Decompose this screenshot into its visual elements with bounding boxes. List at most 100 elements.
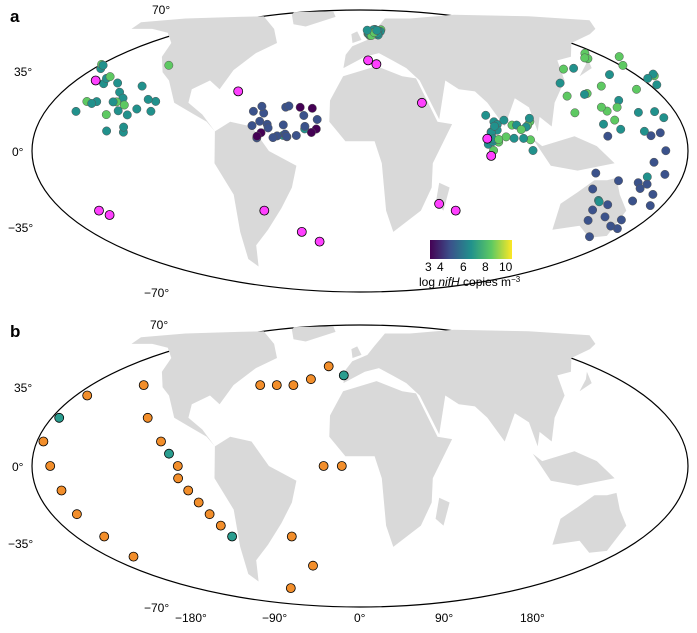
sample-point xyxy=(639,126,649,136)
cb-tick-8: 8 xyxy=(482,260,489,274)
sample-points-b xyxy=(38,361,349,593)
sample-point xyxy=(648,189,658,199)
lon-tick-m180: −180° xyxy=(175,611,207,625)
sample-point xyxy=(286,531,297,542)
landmass-b xyxy=(131,326,627,582)
sample-point xyxy=(528,146,538,155)
sample-point xyxy=(183,485,194,496)
sample-point xyxy=(509,133,519,143)
sample-point xyxy=(559,64,568,74)
landmass-shape xyxy=(351,346,362,358)
colorbar: 3 4 6 8 10 log nifH copies m−3 xyxy=(419,240,521,289)
landmass-shape xyxy=(214,121,297,267)
sample-points-a xyxy=(71,24,671,247)
sample-point xyxy=(137,81,147,91)
sample-point xyxy=(585,232,594,242)
lat-tick-m70-b: −70° xyxy=(144,601,169,615)
landmass-shape xyxy=(532,136,615,171)
absent-sample-point xyxy=(434,198,445,209)
sample-point xyxy=(87,99,97,108)
sample-point xyxy=(642,179,652,189)
landmass-shape xyxy=(329,381,453,547)
landmass-shape xyxy=(351,31,362,43)
sample-point xyxy=(285,583,296,593)
sample-point xyxy=(649,157,659,167)
sample-point xyxy=(164,448,174,459)
landmass-shape xyxy=(343,14,596,132)
sample-point xyxy=(516,125,526,135)
landmass-shape xyxy=(552,492,627,553)
sample-point xyxy=(306,128,316,137)
sample-point xyxy=(284,101,294,111)
sample-point xyxy=(650,107,660,117)
sample-point xyxy=(318,461,329,471)
sample-point xyxy=(591,168,601,178)
sample-point xyxy=(655,128,665,138)
sample-point xyxy=(661,146,671,156)
sample-point xyxy=(143,94,153,104)
landmass-shape xyxy=(131,331,277,447)
cb-tick-3: 3 xyxy=(425,260,432,274)
sample-point xyxy=(288,380,299,391)
sample-point xyxy=(173,473,184,484)
sample-point xyxy=(278,120,288,130)
sample-point xyxy=(101,110,111,120)
sample-point xyxy=(56,485,67,496)
colorbar-gradient xyxy=(430,240,512,259)
sample-point xyxy=(614,176,623,186)
absent-sample-point xyxy=(314,236,325,247)
sample-point xyxy=(481,110,491,120)
sample-point xyxy=(164,60,174,70)
sample-point xyxy=(172,461,183,471)
sample-point xyxy=(122,110,132,120)
sample-point xyxy=(596,102,606,112)
sample-point xyxy=(570,108,580,118)
sample-point xyxy=(336,461,347,471)
sample-point xyxy=(299,111,309,120)
lat-tick-0-b: 0° xyxy=(12,460,24,474)
sample-point xyxy=(248,106,258,116)
lat-tick-m35-a: −35° xyxy=(8,221,33,235)
sample-point xyxy=(257,101,267,111)
lat-tick-70-a: 70° xyxy=(152,3,170,17)
sample-point xyxy=(119,100,129,110)
sample-point xyxy=(151,96,161,106)
sample-point xyxy=(633,107,643,117)
sample-point xyxy=(646,131,656,141)
sample-point xyxy=(138,380,149,391)
sample-point xyxy=(252,131,262,141)
lat-tick-0-a: 0° xyxy=(12,145,24,159)
sample-point xyxy=(501,132,511,142)
sample-point xyxy=(268,133,278,143)
sample-point xyxy=(628,196,638,206)
sample-point xyxy=(291,131,301,140)
cb-tick-4: 4 xyxy=(437,260,444,274)
landmass-shape xyxy=(532,451,615,486)
sample-point xyxy=(142,412,153,423)
sample-point xyxy=(499,115,509,125)
sample-point xyxy=(71,106,81,116)
lat-tick-70-b: 70° xyxy=(150,318,168,332)
sample-point xyxy=(255,380,266,391)
sample-point xyxy=(616,215,626,225)
absent-sample-point xyxy=(296,226,307,237)
sample-point xyxy=(588,184,598,194)
absent-sample-point xyxy=(94,205,104,216)
sample-point xyxy=(45,461,56,471)
absent-sample-point xyxy=(259,205,270,216)
absent-sample-point xyxy=(416,97,427,108)
sample-point xyxy=(119,122,129,132)
sample-point xyxy=(610,115,620,125)
panel-a-label: a xyxy=(10,7,20,26)
absent-sample-point xyxy=(450,205,461,216)
sample-point xyxy=(247,121,257,131)
sample-point xyxy=(307,103,317,113)
absent-sample-point xyxy=(482,133,493,144)
sample-point xyxy=(263,123,273,133)
sample-point xyxy=(362,25,372,35)
lon-tick-90: 90° xyxy=(435,611,453,625)
sample-point xyxy=(645,201,655,211)
sample-point xyxy=(599,119,608,129)
sample-point xyxy=(562,91,572,101)
